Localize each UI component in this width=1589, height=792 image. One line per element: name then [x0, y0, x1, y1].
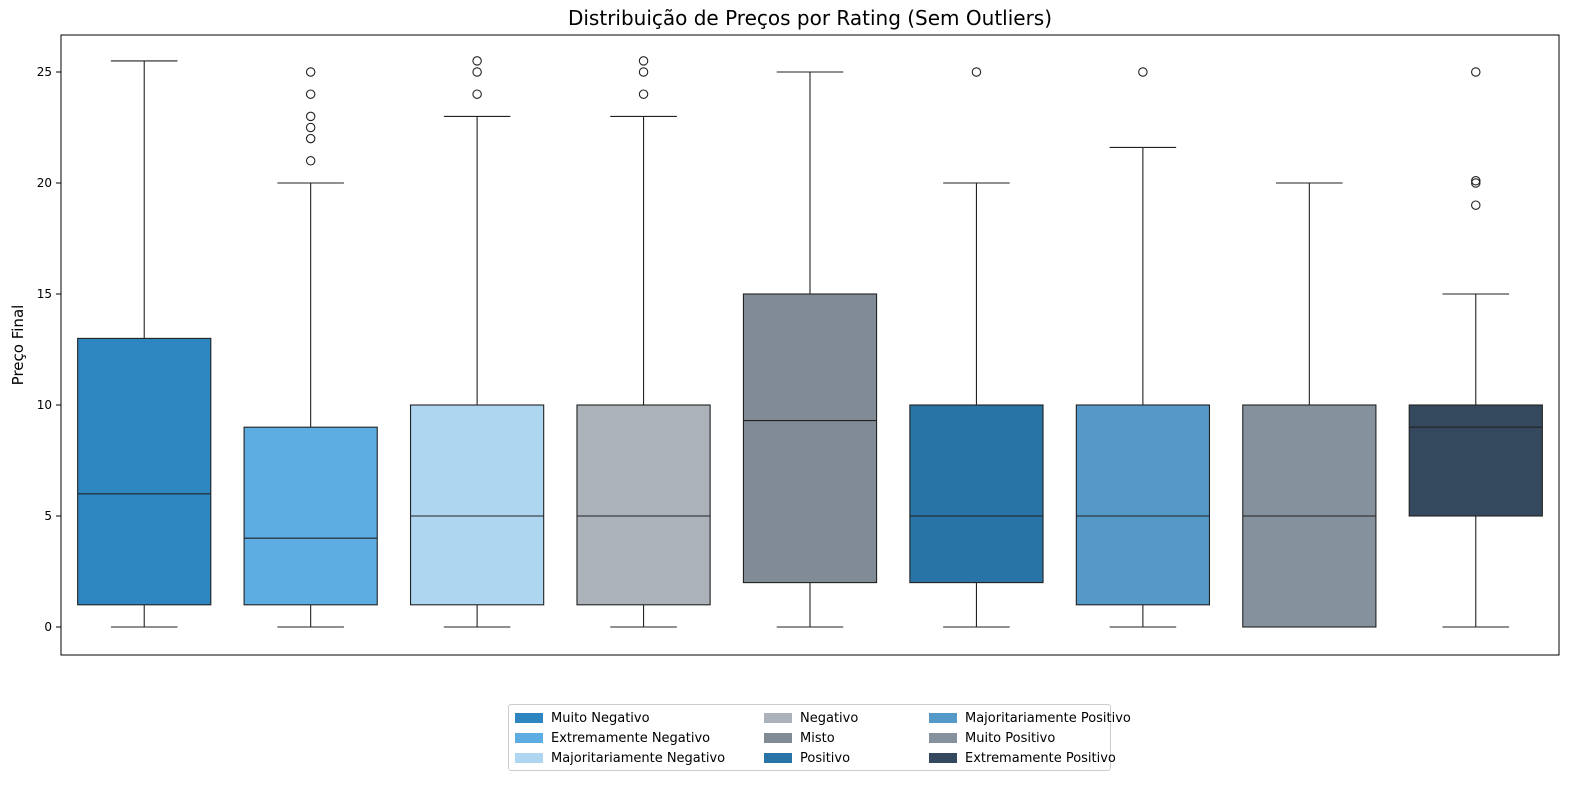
outlier-point — [638, 67, 649, 77]
legend-item: Majoritariamente Positivo — [929, 708, 1131, 728]
box — [77, 337, 212, 606]
box — [1408, 404, 1543, 517]
outlier-point — [1138, 67, 1148, 77]
legend-label: Misto — [800, 730, 835, 746]
plot-frame — [60, 34, 1560, 656]
outlier-point — [1471, 176, 1481, 186]
legend-swatch — [929, 733, 957, 743]
legend-label: Majoritariamente Negativo — [551, 750, 726, 766]
legend-label: Muito Positivo — [965, 730, 1056, 746]
legend-item: Positivo — [764, 748, 850, 768]
y-tick-label: 0 — [44, 620, 52, 634]
outlier-point — [472, 67, 482, 77]
outlier-point — [1471, 178, 1481, 188]
legend-swatch — [764, 713, 792, 723]
legend-item: Majoritariamente Negativo — [515, 748, 725, 768]
outlier-point — [305, 122, 316, 133]
legend-swatch — [929, 753, 957, 763]
legend-item: Muito Negativo — [515, 708, 650, 728]
y-tick-label: 10 — [37, 398, 52, 412]
legend-swatch — [515, 713, 543, 723]
legend-label: Extremamente Negativo — [551, 730, 711, 746]
legend-label: Positivo — [800, 750, 851, 766]
y-tick-label: 25 — [37, 65, 52, 79]
outlier-point — [305, 89, 316, 99]
outlier-point — [305, 156, 316, 166]
legend-swatch — [515, 733, 543, 743]
legend-label: Negativo — [800, 710, 859, 726]
outlier-point — [638, 56, 649, 66]
outlier-point — [472, 89, 482, 99]
legend-swatch — [929, 713, 957, 723]
box — [909, 404, 1044, 584]
outlier-point — [305, 133, 316, 144]
y-axis-label: Preço Final — [9, 305, 27, 386]
chart-title: Distribuição de Preços por Rating (Sem O… — [568, 6, 1052, 30]
legend-label: Muito Negativo — [551, 710, 650, 726]
outlier-point — [971, 67, 982, 77]
outlier-point — [305, 111, 316, 122]
outlier-point — [1471, 67, 1481, 77]
legend-item: Extremamente Positivo — [929, 748, 1116, 768]
box — [576, 404, 711, 606]
legend-swatch — [764, 753, 792, 763]
box — [742, 293, 878, 584]
y-tick-label: 15 — [37, 287, 52, 301]
outlier-point — [305, 67, 316, 77]
outlier-point — [1471, 200, 1481, 210]
legend-label: Extremamente Positivo — [965, 750, 1116, 766]
outlier-point — [638, 89, 649, 99]
legend-item: Muito Positivo — [929, 728, 1055, 748]
box — [409, 404, 545, 606]
legend-swatch — [515, 753, 543, 763]
box — [243, 426, 378, 606]
legend-swatch — [764, 733, 792, 743]
legend-item: Misto — [764, 728, 835, 748]
legend-item: Negativo — [764, 708, 858, 728]
y-tick-label: 5 — [44, 509, 52, 523]
box — [1075, 404, 1211, 606]
y-tick-label: 20 — [37, 176, 52, 190]
legend-item: Extremamente Negativo — [515, 728, 710, 748]
outlier-point — [472, 56, 482, 66]
legend-label: Majoritariamente Positivo — [965, 710, 1131, 726]
legend: Muito Negativo Extremamente Negativo Major… — [508, 704, 1131, 771]
